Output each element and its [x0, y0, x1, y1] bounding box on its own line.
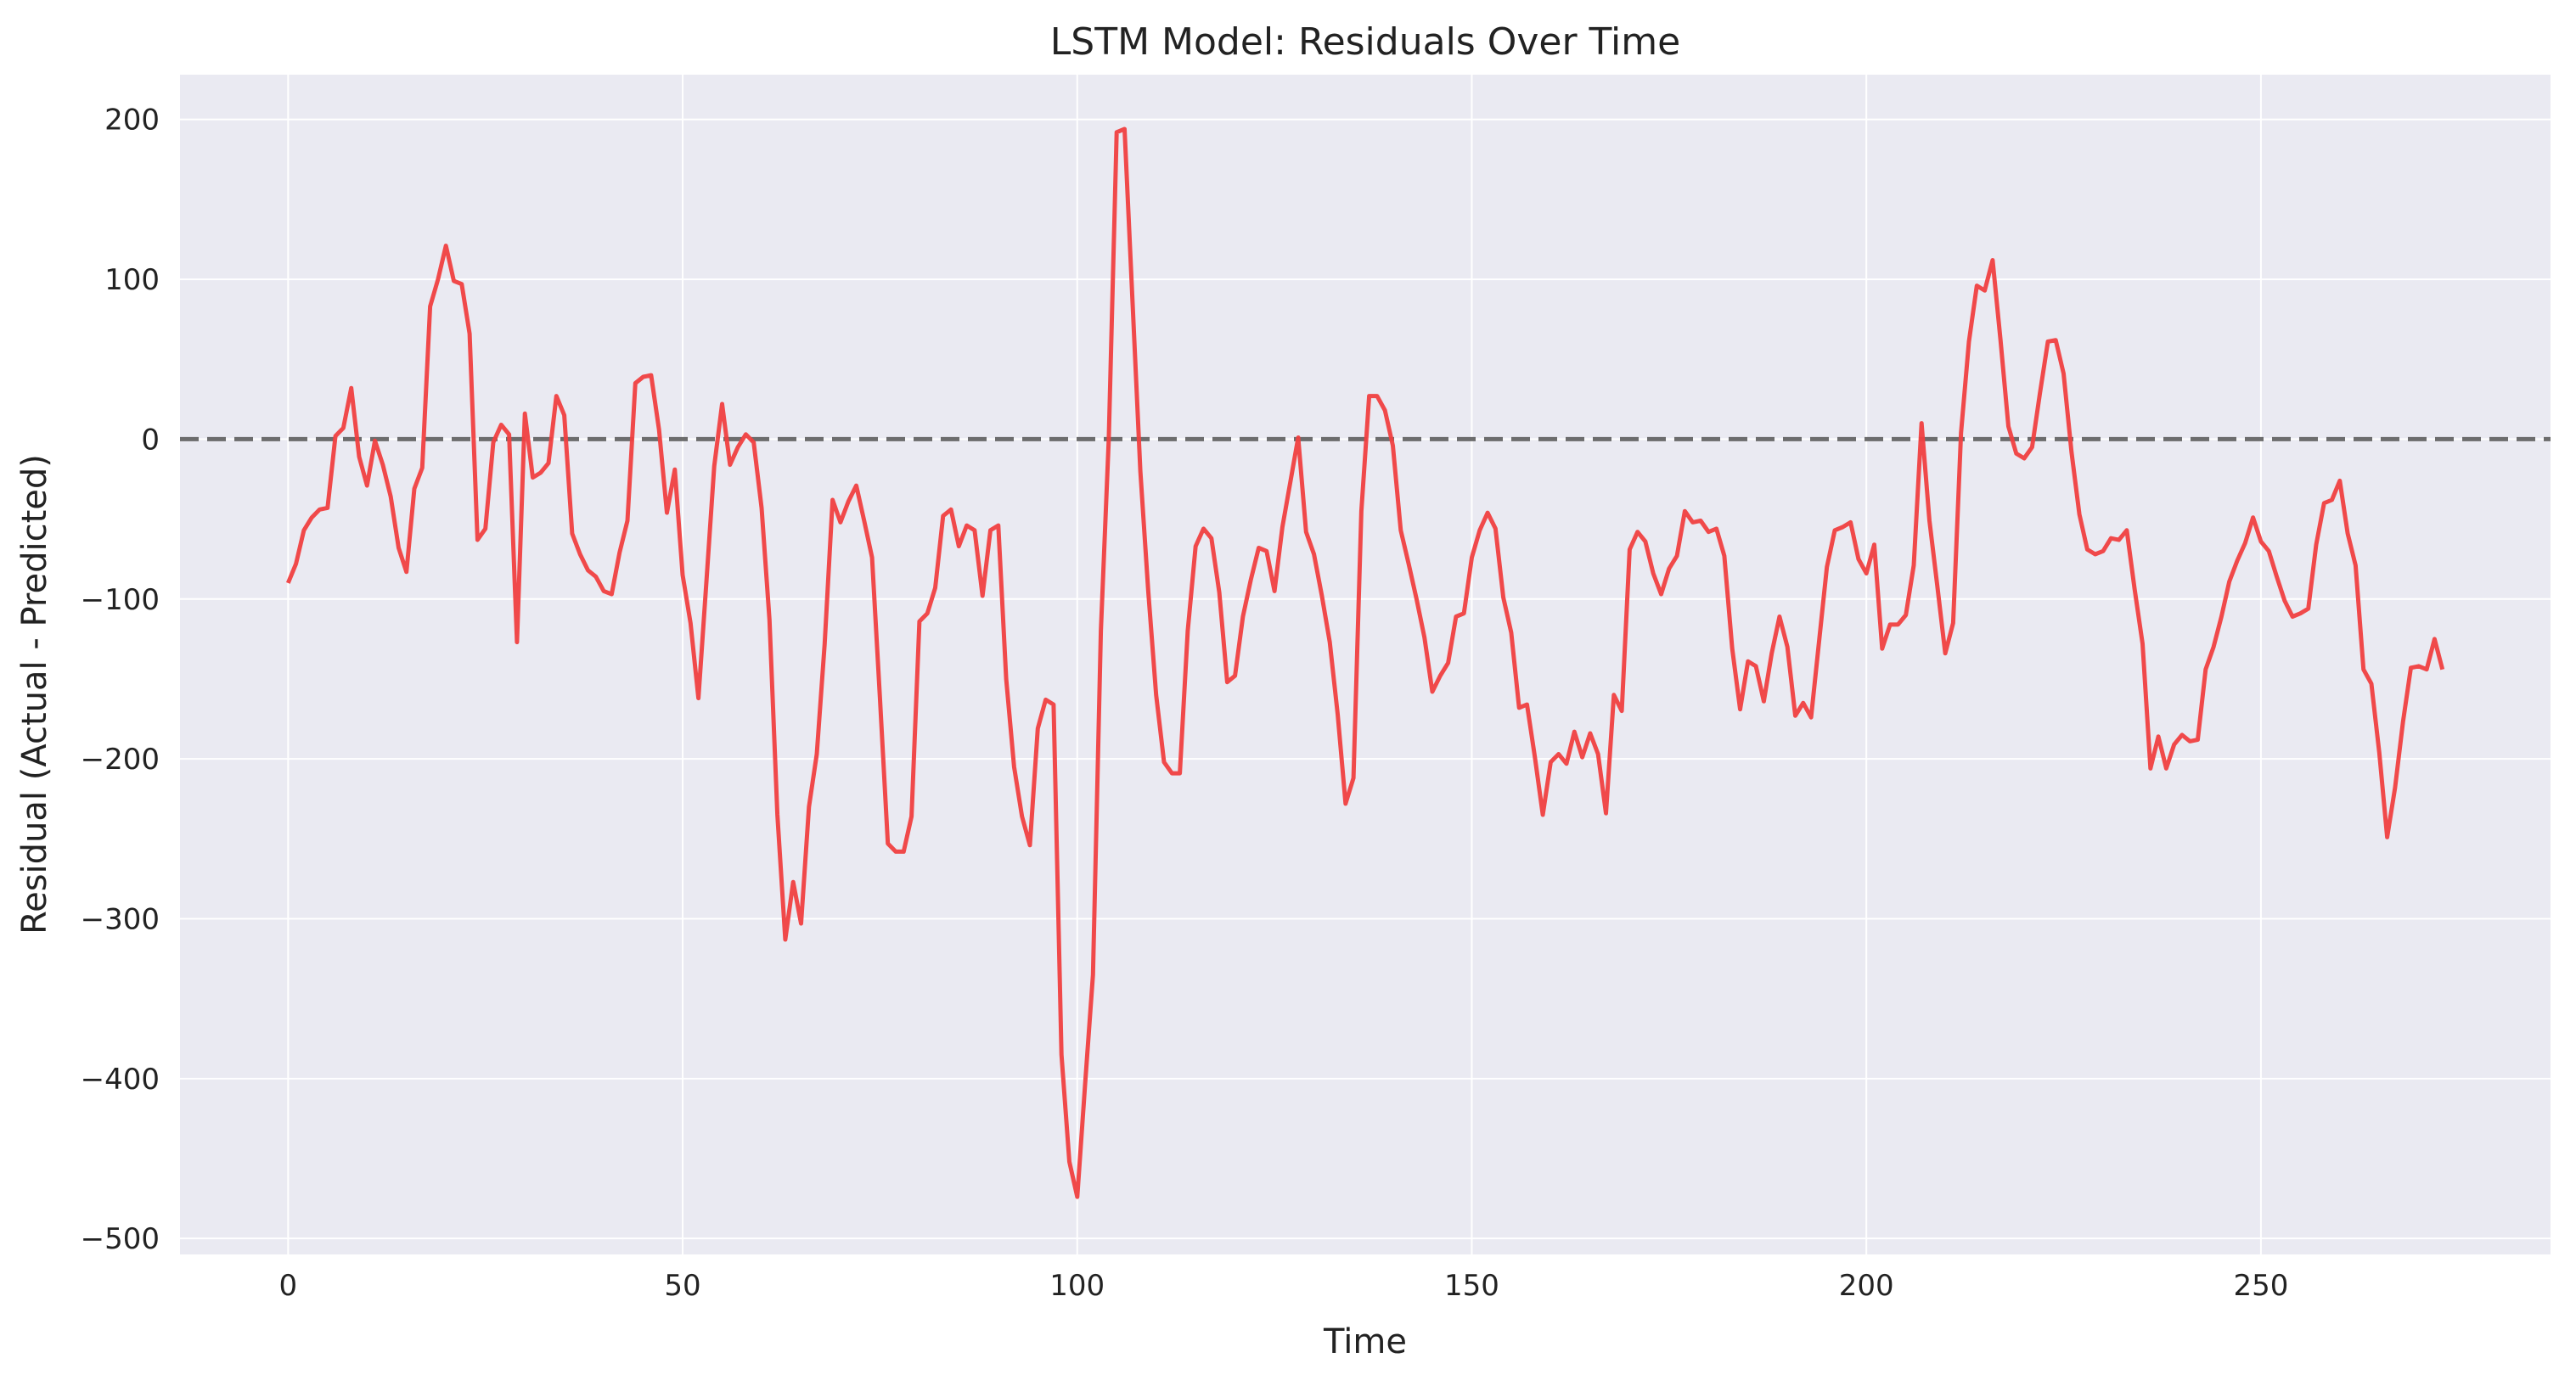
- x-tick-label: 150: [1444, 1269, 1499, 1303]
- series-layer: [285, 126, 2445, 1199]
- tick-labels: 0 50 100 150 200 250 −500 −400 −300 −200 −100 0 100 2…: [81, 104, 2289, 1303]
- y-tick-label: −100: [81, 583, 160, 617]
- x-tick-label: 200: [1839, 1269, 1894, 1303]
- x-axis-label: Time: [1323, 1322, 1407, 1361]
- y-tick-label: 200: [104, 104, 160, 137]
- y-tick-label: −400: [81, 1063, 160, 1097]
- residual-series-line: [285, 126, 2445, 1199]
- y-tick-label: 0: [141, 423, 160, 457]
- plot-area: [180, 75, 2551, 1254]
- x-tick-label: 0: [279, 1269, 298, 1303]
- x-tick-label: 250: [2233, 1269, 2288, 1303]
- y-tick-label: −200: [81, 743, 160, 777]
- chart-title: LSTM Model: Residuals Over Time: [1050, 20, 1680, 64]
- grid-lines: [180, 75, 2551, 1254]
- x-tick-label: 100: [1049, 1269, 1105, 1303]
- y-tick-label: 100: [104, 263, 160, 297]
- y-tick-label: −500: [81, 1222, 160, 1256]
- x-tick-label: 50: [664, 1269, 700, 1303]
- y-tick-label: −300: [81, 902, 160, 936]
- y-axis-label: Residual (Actual - Predicted): [15, 454, 54, 934]
